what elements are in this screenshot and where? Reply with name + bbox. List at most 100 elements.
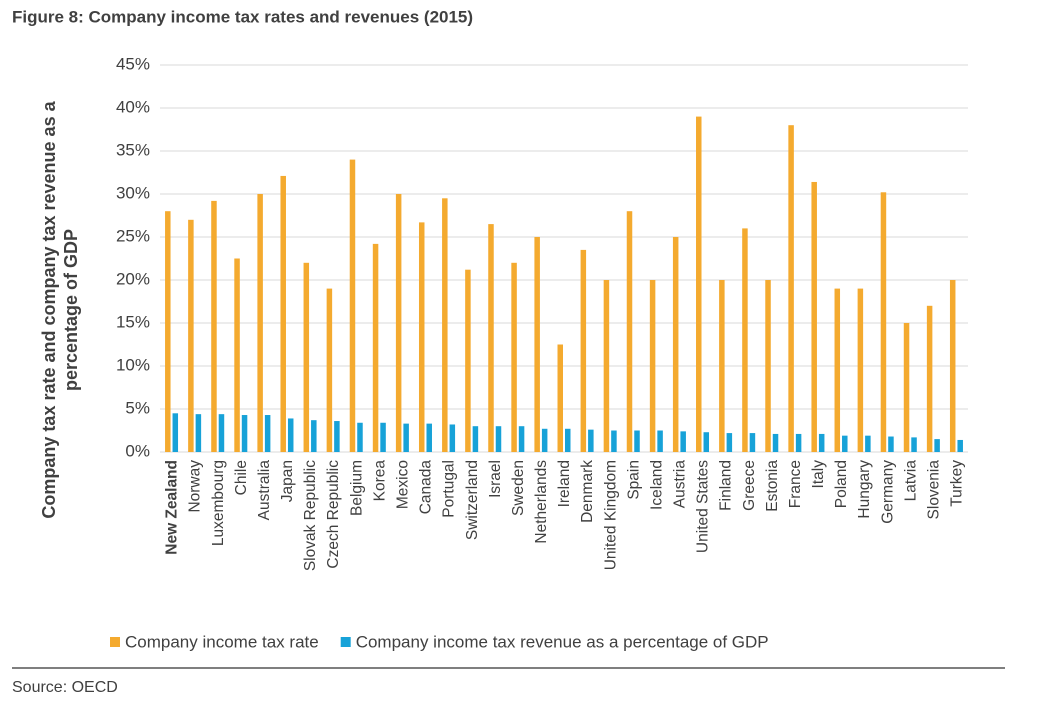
legend-swatch: [110, 637, 120, 647]
y-axis-title: Company tax rate and company tax revenue…: [39, 100, 81, 518]
bar: [287, 418, 294, 452]
y-tick-label: 45%: [116, 54, 150, 73]
x-tick-label: Switzerland: [464, 460, 481, 540]
bar: [442, 198, 448, 452]
x-tick-label: Latvia: [902, 460, 919, 502]
bar: [926, 305, 933, 452]
y-tick-label: 40%: [116, 97, 150, 116]
bar: [472, 426, 479, 452]
bar: [842, 435, 848, 452]
bar: [511, 262, 517, 452]
bar: [234, 258, 240, 452]
bar: [818, 433, 825, 452]
x-tick-label: United States: [695, 460, 712, 553]
bar: [372, 243, 379, 452]
bar: [903, 323, 910, 452]
bar: [195, 414, 202, 452]
bar: [880, 192, 887, 452]
bar: [888, 436, 894, 452]
legend-label: Company income tax revenue as a percenta…: [356, 632, 769, 651]
bar: [395, 194, 402, 452]
bar: [726, 433, 733, 452]
bar: [334, 421, 340, 452]
bar: [742, 228, 748, 452]
bar: [649, 280, 656, 452]
legend-label: Company income tax rate: [125, 632, 319, 651]
y-axis-title-line: percentage of GDP: [61, 229, 81, 391]
x-tick-label: Norway: [187, 460, 204, 513]
x-tick-label: Hungary: [856, 460, 873, 519]
bar: [357, 422, 363, 452]
bar: [588, 429, 594, 452]
bar: [603, 280, 610, 452]
x-tick-label: Chile: [233, 460, 250, 495]
x-tick-label: Canada: [418, 460, 435, 515]
y-tick-label: 25%: [116, 226, 150, 245]
bar: [703, 432, 710, 452]
bar: [672, 237, 679, 452]
x-tick-label: Spain: [625, 460, 642, 500]
x-tick-label: Denmark: [579, 460, 596, 523]
bar: [211, 200, 217, 452]
bar: [280, 175, 286, 452]
y-tick-label: 15%: [116, 312, 150, 331]
bar: [696, 116, 702, 452]
bar: [449, 424, 456, 452]
bar: [165, 211, 171, 452]
x-tick-label: France: [787, 460, 804, 508]
bar: [326, 288, 333, 452]
x-tick-label: Slovak Republic: [302, 460, 319, 571]
bar: [865, 435, 871, 452]
bar: [834, 288, 841, 452]
bar: [488, 224, 494, 452]
x-tick-label: Australia: [256, 460, 273, 521]
bar: [949, 280, 956, 452]
x-tick-label: Korea: [371, 460, 388, 502]
bar: [765, 280, 771, 452]
x-tick-label: Sweden: [510, 460, 527, 516]
y-tick-label: 0%: [125, 441, 150, 460]
bar: [580, 249, 587, 452]
bar: [626, 211, 633, 452]
bar: [719, 280, 725, 452]
bar: [495, 426, 502, 452]
x-tick-label: Estonia: [764, 460, 781, 512]
bar: [772, 433, 779, 452]
bar: [418, 222, 425, 452]
bar: [403, 423, 409, 452]
bar: [557, 344, 563, 452]
bar: [349, 159, 356, 452]
bar: [788, 125, 794, 452]
bar: [465, 269, 471, 452]
x-tick-label: Germany: [879, 460, 896, 524]
x-tick-label: Portugal: [441, 460, 458, 518]
bar: [311, 420, 317, 452]
x-tick-label: Mexico: [394, 460, 411, 509]
x-tick-label: Belgium: [348, 460, 365, 516]
x-tick-label: Slovenia: [925, 460, 942, 520]
bar: [857, 288, 864, 452]
chart-title: Figure 8: Company income tax rates and r…: [12, 7, 473, 26]
bar: [634, 430, 640, 452]
bar: [218, 414, 225, 452]
bar: [541, 428, 548, 452]
x-tick-label: Poland: [833, 460, 850, 508]
bar: [188, 219, 194, 452]
x-tick-label: Turkey: [949, 460, 966, 507]
x-tick-label: Austria: [672, 460, 689, 509]
x-tick-label: United Kingdom: [602, 460, 619, 570]
legend-swatch: [340, 637, 351, 647]
bar: [611, 430, 617, 452]
bar: [426, 423, 432, 452]
bar: [565, 428, 571, 452]
x-tick-label: Luxembourg: [210, 460, 227, 546]
x-tick-label: Italy: [810, 460, 827, 489]
y-tick-label: 5%: [125, 398, 150, 417]
y-tick-label: 20%: [116, 269, 150, 288]
x-tick-label: Netherlands: [533, 460, 550, 544]
bar: [257, 194, 263, 452]
bar: [172, 413, 179, 452]
x-tick-label: Greece: [741, 460, 758, 511]
x-tick-label: Japan: [279, 460, 296, 502]
